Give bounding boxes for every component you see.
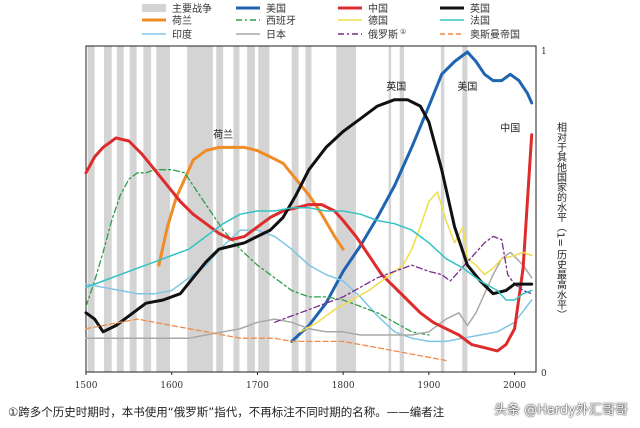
legend-label: 日本 [266, 28, 286, 41]
war-band [336, 46, 356, 372]
series-annotation: 英国 [386, 80, 406, 93]
war-bands [87, 46, 468, 372]
war-band [247, 46, 255, 372]
war-band [129, 46, 137, 372]
series-line [85, 229, 533, 343]
watermark: 头条 @Hardy外汇哥哥 [494, 403, 628, 418]
legend-superscript: ① [400, 28, 406, 36]
series-line [85, 207, 533, 301]
war-band [116, 46, 124, 372]
legend-label: 西班牙 [266, 15, 296, 27]
legend-label: 美国 [266, 2, 286, 15]
war-band [305, 46, 312, 372]
y-tick-label: 1 [541, 47, 547, 57]
legend-item: 英国 [440, 2, 490, 15]
legend-item: 俄罗斯 ① [338, 28, 406, 41]
series-line [84, 98, 534, 334]
axes: 1500 1600 1700 1800 1900 2000 1 0 [75, 47, 547, 391]
x-tick-label: 1800 [332, 381, 355, 391]
series-line [85, 251, 533, 339]
x-tick-label: 1600 [160, 381, 183, 391]
legend-item: 印度 [142, 28, 192, 41]
war-band [187, 46, 213, 372]
x-tick-label: 1900 [417, 381, 440, 391]
series-line [85, 318, 447, 362]
y-axis-label: 相对于其他国家的水平（1= 历史最高水平） [555, 121, 567, 320]
legend-label: 印度 [172, 28, 192, 41]
series-line [84, 133, 534, 353]
series-annotation: 美国 [457, 80, 477, 93]
legend-label: 英国 [470, 2, 490, 15]
war-band [104, 46, 112, 372]
x-tick-label: 2000 [503, 381, 526, 391]
legend-swatch [142, 4, 166, 12]
legend-label: 奥斯曼帝国 [470, 28, 520, 41]
series-lines [84, 50, 534, 362]
legend-label: 主要战争 [172, 2, 212, 15]
series-line [157, 145, 345, 267]
legend-item: 西班牙 [236, 15, 296, 27]
legend-item: 德国 [338, 14, 388, 27]
series-line [299, 191, 533, 333]
series-annotation: 荷兰 [213, 128, 233, 141]
war-band [388, 46, 392, 372]
x-tick-label: 1700 [246, 381, 269, 391]
legend-item: 中国 [338, 2, 388, 15]
war-band [216, 46, 224, 372]
legend-label: 俄罗斯 [368, 28, 398, 41]
war-band [87, 46, 95, 372]
series-line [290, 50, 534, 343]
legend-item: 荷兰 [142, 14, 192, 27]
footnote: ①跨多个历史时期时，本书使用“俄罗斯”指代，不再标注不同时期的名称。——编者注 [8, 405, 445, 419]
legend-label: 德国 [368, 14, 388, 27]
war-band [399, 46, 404, 372]
legend-item: 日本 [236, 28, 286, 41]
legend-item: 奥斯曼帝国 [440, 28, 520, 41]
series-annotation: 中国 [500, 122, 520, 135]
x-tick-label: 1500 [75, 381, 98, 391]
legend-label: 中国 [368, 2, 388, 15]
war-band [143, 46, 152, 372]
war-band [156, 46, 170, 372]
series-line [85, 169, 430, 336]
legend-item: 主要战争 [142, 2, 212, 15]
y-tick-label: 0 [541, 369, 547, 379]
legend-label: 法国 [470, 14, 490, 27]
war-band [233, 46, 240, 372]
war-band [462, 46, 468, 372]
legend-item: 美国 [236, 2, 286, 15]
legend-label: 荷兰 [172, 14, 192, 27]
legend-item: 法国 [440, 14, 490, 27]
series-line [273, 235, 533, 323]
war-band [258, 46, 270, 372]
plot-frame [85, 45, 537, 373]
